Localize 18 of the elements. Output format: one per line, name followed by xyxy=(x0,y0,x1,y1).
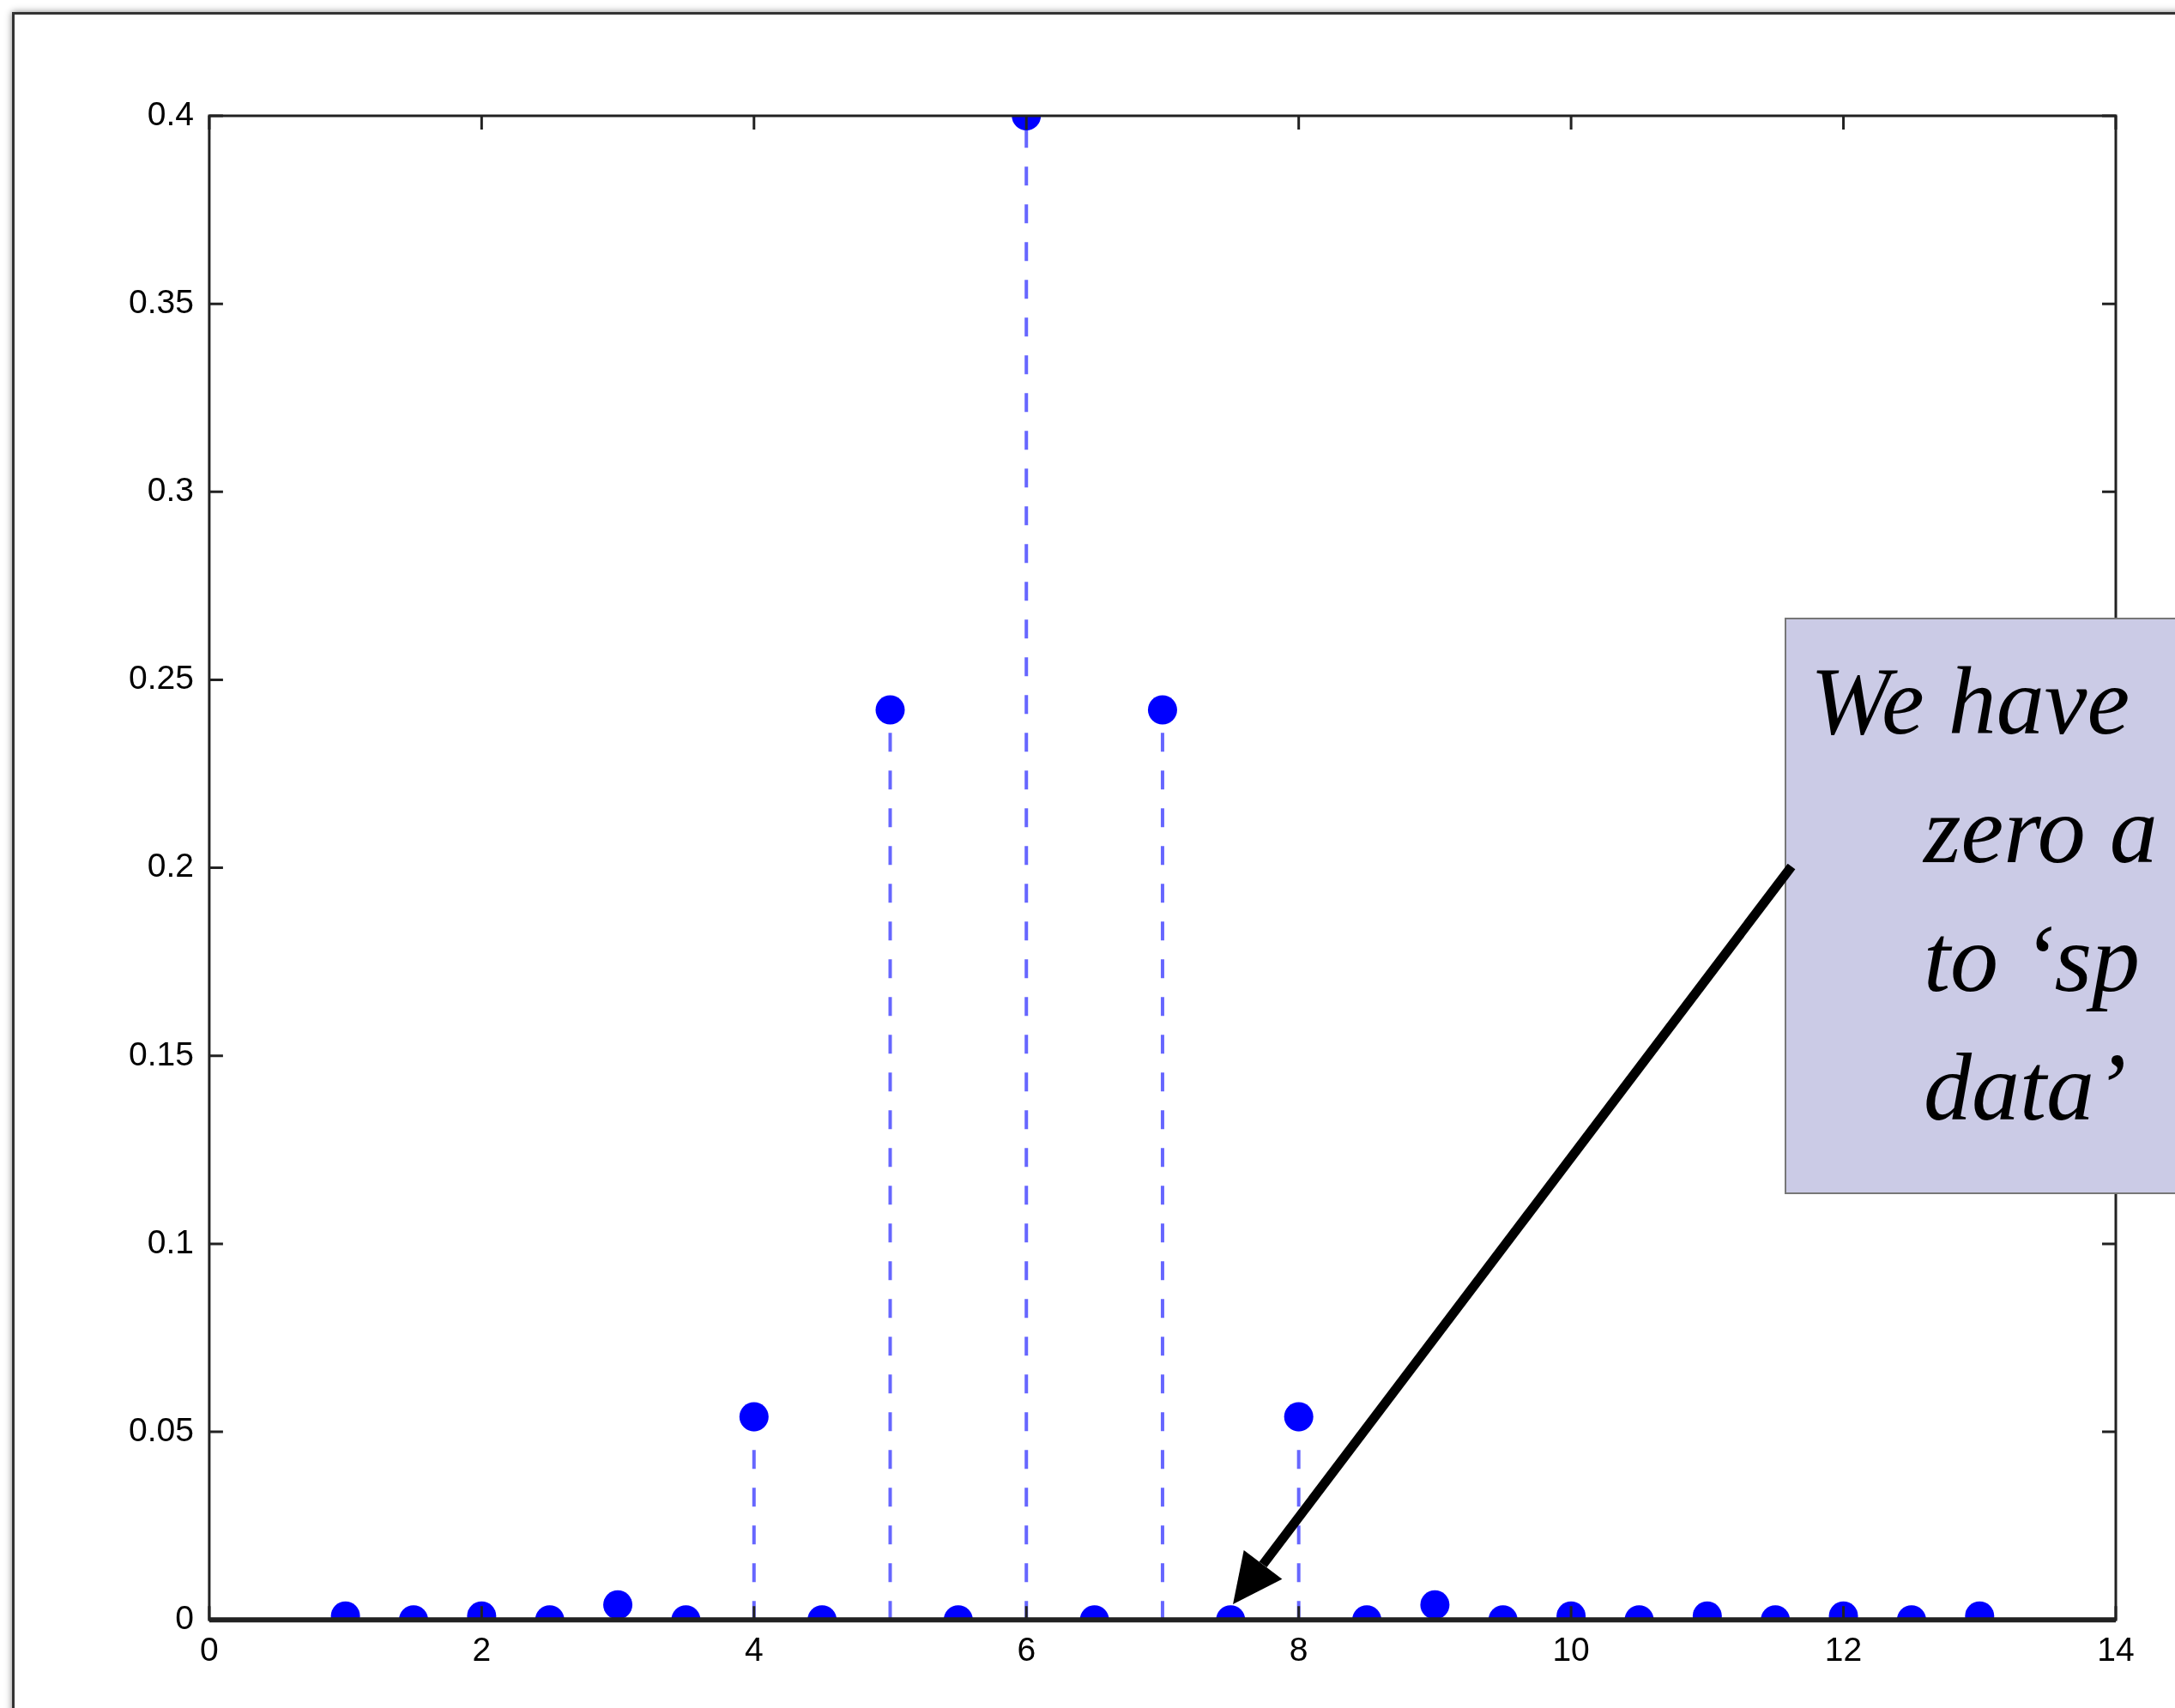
x-tick-label: 4 xyxy=(744,1631,764,1669)
x-tick-label: 0 xyxy=(200,1631,219,1669)
y-tick-label: 0.1 xyxy=(147,1222,194,1260)
y-tick-label: 0.25 xyxy=(129,659,194,697)
y-tick-label: 0.2 xyxy=(147,847,194,884)
x-tick-label: 14 xyxy=(2097,1631,2135,1669)
x-tick-label: 2 xyxy=(472,1631,492,1669)
x-tick-label: 10 xyxy=(1552,1631,1590,1669)
y-tick-label: 0.35 xyxy=(129,282,194,320)
x-tick-label: 6 xyxy=(1017,1631,1036,1669)
y-tick-label: 0.05 xyxy=(129,1410,194,1448)
y-tick-label: 0.15 xyxy=(129,1035,194,1072)
x-tick-label: 12 xyxy=(1824,1631,1863,1669)
y-tick-label: 0.4 xyxy=(147,94,194,132)
annotation: We have zero a to ‘sp data’ xyxy=(1809,647,2159,1142)
x-tick-label: 8 xyxy=(1289,1631,1308,1669)
y-tick-label: 0.3 xyxy=(147,471,194,509)
y-tick-label: 0 xyxy=(175,1598,194,1636)
